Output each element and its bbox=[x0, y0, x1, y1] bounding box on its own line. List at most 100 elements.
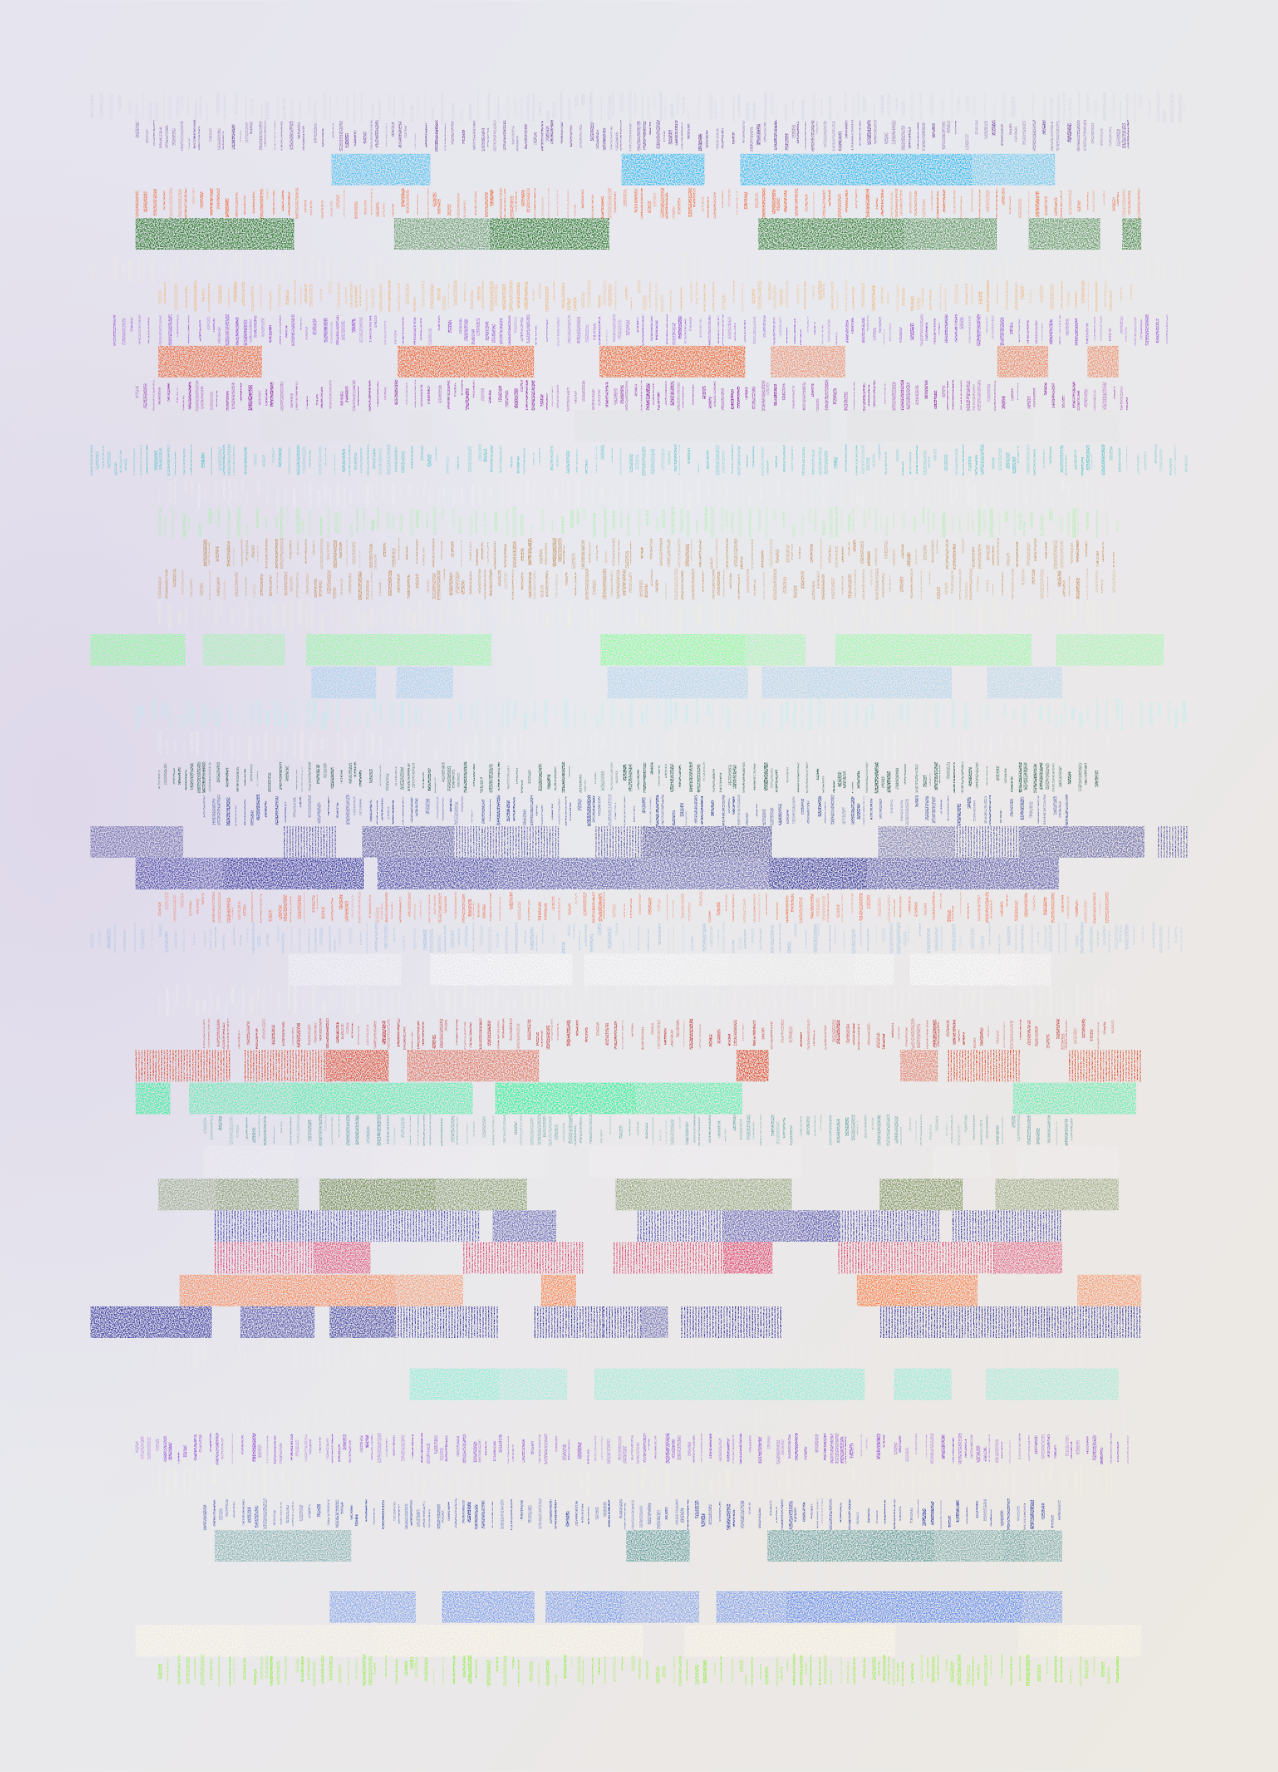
art-tick bbox=[306, 396, 309, 409]
art-tick bbox=[818, 923, 820, 937]
art-tick bbox=[223, 94, 226, 123]
art-stripe bbox=[990, 1241, 992, 1274]
art-stripe bbox=[1119, 1049, 1122, 1082]
art-stripe bbox=[384, 1210, 386, 1242]
art-tick bbox=[1022, 260, 1025, 282]
art-tick bbox=[1084, 1659, 1089, 1679]
art-stripe bbox=[155, 1049, 157, 1082]
art-tick bbox=[541, 1409, 544, 1435]
art-tick bbox=[404, 125, 407, 138]
art-tick bbox=[237, 901, 241, 920]
art-tick bbox=[990, 899, 993, 919]
art-stripe bbox=[996, 826, 998, 858]
art-tick bbox=[634, 490, 637, 507]
art-tick bbox=[1008, 1561, 1013, 1591]
art-tick bbox=[499, 318, 503, 345]
art-tick bbox=[677, 1435, 682, 1461]
art-tick bbox=[1101, 444, 1105, 476]
art-tick bbox=[185, 1656, 190, 1684]
art-tick bbox=[336, 1467, 339, 1481]
art-stripe bbox=[912, 1210, 914, 1242]
art-stripe bbox=[532, 826, 534, 858]
art-tick bbox=[765, 479, 770, 497]
art-tick bbox=[542, 482, 547, 504]
art-tick bbox=[745, 737, 749, 761]
art-tick bbox=[259, 893, 262, 923]
art-tick bbox=[799, 897, 803, 924]
art-tick bbox=[439, 601, 443, 628]
art-tick bbox=[649, 538, 653, 560]
art-tick bbox=[1062, 988, 1065, 1015]
art-stripe bbox=[292, 826, 294, 858]
art-tick bbox=[920, 481, 923, 510]
art-tick bbox=[671, 1439, 675, 1459]
art-tick bbox=[867, 1022, 871, 1046]
art-stripe bbox=[983, 1210, 985, 1242]
art-tick bbox=[291, 314, 295, 346]
art-tick bbox=[350, 1505, 353, 1520]
art-tick bbox=[544, 698, 548, 727]
art-tick bbox=[435, 446, 437, 462]
art-tick bbox=[699, 1023, 701, 1049]
art-tick bbox=[802, 382, 806, 411]
art-tick bbox=[1075, 1404, 1080, 1419]
art-stripe bbox=[606, 826, 609, 858]
art-tick bbox=[545, 125, 550, 142]
art-tick bbox=[922, 992, 927, 1012]
art-tick bbox=[954, 283, 959, 305]
art-tick bbox=[602, 1345, 605, 1372]
art-tick bbox=[988, 995, 993, 1011]
art-row bbox=[214, 1530, 1063, 1562]
art-tick bbox=[824, 984, 828, 1008]
art-tick bbox=[514, 388, 519, 409]
art-tick bbox=[976, 1410, 978, 1426]
art-tick bbox=[509, 280, 513, 312]
art-tick bbox=[670, 1119, 675, 1145]
art-stripe bbox=[631, 1306, 633, 1338]
art-tick bbox=[1169, 458, 1172, 476]
art-tick bbox=[966, 1665, 971, 1685]
art-tick bbox=[641, 1026, 644, 1050]
art-tick bbox=[552, 102, 556, 118]
art-tick bbox=[924, 601, 926, 621]
art-tick bbox=[1057, 93, 1061, 124]
art-tick bbox=[174, 478, 177, 505]
art-tick bbox=[553, 1470, 558, 1496]
art-tick bbox=[168, 1442, 172, 1461]
art-tick bbox=[270, 737, 273, 760]
art-tick bbox=[209, 1433, 212, 1452]
art-stripe bbox=[973, 826, 975, 858]
art-tick bbox=[733, 1020, 737, 1047]
art-tick bbox=[1003, 1021, 1005, 1049]
art-stripe bbox=[875, 1210, 878, 1242]
art-tick bbox=[276, 490, 279, 510]
art-tick bbox=[663, 1028, 667, 1045]
art-stripe bbox=[1056, 1210, 1059, 1242]
art-tick bbox=[933, 448, 937, 462]
art-tick bbox=[1156, 91, 1160, 123]
art-tick bbox=[472, 901, 475, 920]
art-tick bbox=[813, 1029, 815, 1047]
art-tick bbox=[1007, 926, 1011, 946]
art-tick bbox=[936, 991, 938, 1010]
art-tick bbox=[257, 700, 261, 725]
art-stripe bbox=[237, 1241, 239, 1274]
art-tick bbox=[741, 283, 744, 312]
art-tick bbox=[230, 987, 235, 1004]
art-tick bbox=[134, 103, 139, 123]
art-tick bbox=[952, 906, 954, 922]
art-tick bbox=[373, 1340, 377, 1371]
art-tick bbox=[774, 119, 777, 151]
art-tick bbox=[574, 1342, 577, 1371]
art-tick bbox=[897, 1662, 899, 1682]
art-tick bbox=[1056, 1018, 1060, 1039]
art-block bbox=[934, 1530, 1002, 1562]
art-tick bbox=[229, 1116, 234, 1145]
art-tick bbox=[480, 256, 484, 281]
art-tick bbox=[619, 260, 623, 283]
art-tick bbox=[281, 1464, 285, 1487]
art-stripe bbox=[1065, 1306, 1068, 1338]
art-tick bbox=[636, 1442, 640, 1464]
art-stripe bbox=[320, 1049, 323, 1082]
art-tick bbox=[984, 796, 988, 824]
